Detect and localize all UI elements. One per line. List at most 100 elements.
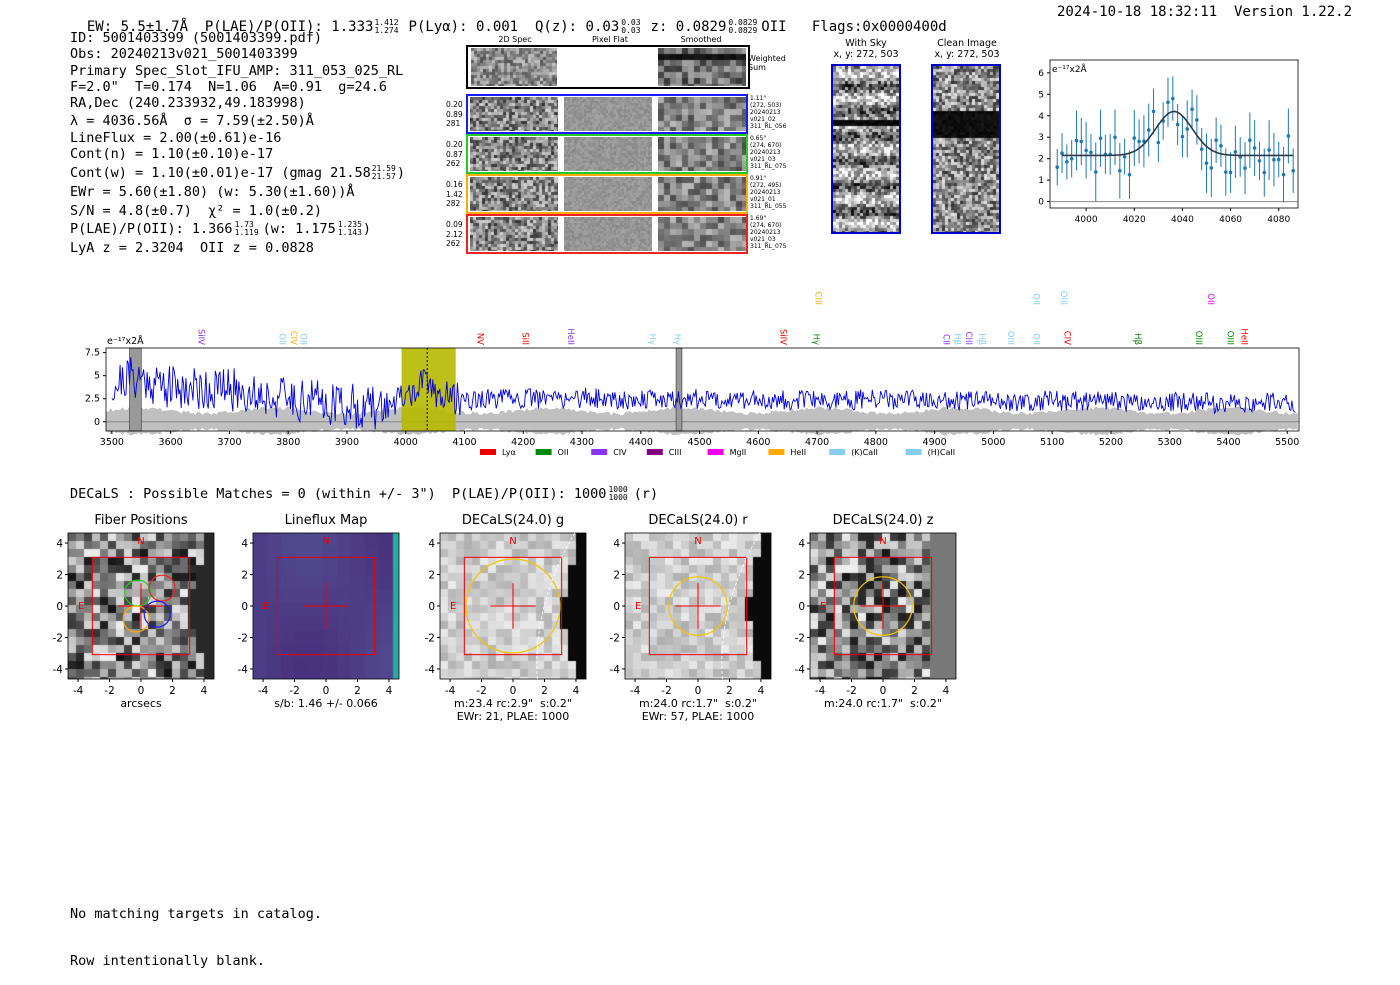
spectrum-line-label: SiIV [195, 329, 205, 345]
panel-ytick-label: 0 [428, 601, 435, 613]
zoom-data-point [1122, 154, 1127, 159]
spectrum-xtick-label: 4100 [452, 437, 476, 448]
cutout-row-meta: 1.11" (272, 503) 20240213 v021_02 311_RL… [750, 95, 787, 130]
legend-swatch [480, 449, 496, 455]
panel-xtick-label: 0 [510, 685, 517, 697]
spectrum-xtick-label: 4000 [394, 437, 418, 448]
panel-north-label: N [509, 536, 516, 547]
footer-line-1: No matching targets in catalog. [70, 906, 322, 922]
zoom-line-fit-plot: 0 1 2 3 4 5 6 4000 4020 4040 4060 4080 e⁻¹⁷x2Å [1038, 59, 1299, 225]
zoom-ytick-label: 4 [1038, 112, 1044, 122]
panel-xtick-label: -2 [289, 685, 299, 697]
with-sky-image [831, 64, 901, 234]
panel-east-label: E [450, 601, 456, 612]
panel-east-label: E [263, 601, 269, 612]
zoom-data-point [1281, 172, 1286, 177]
legend-entry: HeII [790, 448, 806, 457]
panel-ytick-label: 4 [241, 538, 248, 550]
panel-xtick-label: -2 [476, 685, 486, 697]
info-line: Primary Spec_Slot_IFU_AMP: 311_053_025_R… [70, 62, 404, 79]
weighted-sum-2d [471, 48, 557, 86]
cutout-pixel-flat [564, 97, 652, 131]
image-panel-title: Lineflux Map [284, 513, 368, 528]
zoom-data-point [1055, 165, 1060, 169]
header-z: z: 0.0829 [650, 19, 727, 35]
cutout-smoothed [658, 217, 746, 251]
spectrum-xtick-label: 4700 [805, 437, 829, 448]
zoom-ytick-label: 1 [1038, 176, 1044, 186]
header-qz-upper: 0.03 [621, 18, 641, 27]
panel-east-label: E [820, 601, 826, 612]
zoom-xtick-label: 4080 [1267, 215, 1290, 225]
spectrum-line-label: CII [941, 334, 951, 345]
cutout-row-meta: 1.69" (274, 670) 20240213 v021_03 311_RL… [750, 215, 787, 250]
cutout-2d-spec [470, 177, 558, 211]
cutout-row-stats: 0.09 2.12 262 [446, 220, 463, 248]
spectrum-line-label: Hβ [952, 333, 962, 345]
panel-east-label: E [635, 601, 641, 612]
panel-ytick-label: -4 [425, 664, 436, 676]
panel-ytick-label: -4 [53, 664, 64, 676]
panel-ytick-label: 2 [56, 570, 63, 582]
spectrum-xtick-label: 3500 [100, 437, 124, 448]
spectrum-xtick-label: 3800 [276, 437, 300, 448]
zoom-data-point [1069, 156, 1074, 161]
cutout-smoothed [658, 137, 746, 171]
zoom-data-point [1079, 139, 1084, 144]
zoom-data-point [1089, 150, 1093, 155]
legend-swatch [829, 449, 846, 455]
zoom-gaussian-fit [1062, 110, 1294, 157]
zoom-data-point [1248, 138, 1252, 142]
panel-xtick-label: 0 [138, 685, 145, 697]
spectrum-xtick-label: 4400 [629, 437, 653, 448]
spectrum-xtick-label: 4800 [864, 437, 888, 448]
header-qz-lower: 0.03 [621, 26, 641, 35]
info-line: F=2.0" T=0.174 N=1.06 A=0.91 g=24.6 [70, 78, 387, 95]
spectrum-line-label: OII [1030, 293, 1040, 305]
zoom-data-point [1132, 136, 1137, 140]
header-z-lower: 0.0829 [728, 26, 758, 35]
panel-ytick-label: -4 [238, 664, 249, 676]
spectrum-ylabel: e⁻¹⁷x2Å [107, 335, 144, 347]
panel-aperture-circle [668, 576, 728, 636]
image-panel-caption: m:24.0 rc:1.7" s:0.2" [824, 697, 942, 710]
zoom-data-point [1272, 157, 1276, 162]
spectrum-line-label: HeII [1238, 328, 1248, 345]
zoom-data-point [1156, 140, 1161, 145]
zoom-data-point [1146, 128, 1151, 132]
info-line: Obs: 20240213v021_5001403399 [70, 46, 298, 63]
legend-swatch [768, 449, 785, 455]
panel-ytick-label: -2 [238, 632, 248, 644]
spectrum-ytick-label: 0 [94, 417, 100, 428]
header-summary: EW: 5.5±1.7Å P(LAE)/P(OII): 1.3331.412 1.… [70, 3, 947, 36]
zoom-data-point [1252, 146, 1257, 150]
image-panel-overlay: N E 4 2 0 -2 -4 -4 -2 0 2 4 [425, 532, 587, 697]
panel-xtick-label: 2 [726, 685, 733, 697]
panel-aperture-circle [465, 558, 561, 654]
panel-dashed-arc [536, 532, 575, 680]
panel-xtick-label: 2 [911, 685, 918, 697]
cutout-grid: 2D Spec Pixel Flat Smoothed Weighted Sum… [440, 30, 800, 260]
zoom-data-point [1223, 170, 1228, 174]
image-panel-caption: m:24.0 rc:1.7" s:0.2" EWr: 57, PLAE: 100… [639, 697, 757, 723]
panel-xtick-label: 0 [323, 685, 330, 697]
info-plae: P(LAE)/P(OII): 1.366 1.73 1.119 (w: 1.175 1.… [70, 220, 372, 238]
panel-ytick-label: 0 [798, 601, 805, 613]
panel-xtick-label: -4 [258, 685, 269, 697]
legend-swatch [535, 449, 552, 455]
info-contw: Cont(w) = 1.10(±0.01)e-17 (gmag 21.5821.… [70, 164, 405, 182]
info-lya-oii-z: LyA z = 2.3204 OII z = 0.0828 [70, 239, 314, 256]
footer-line-2: Row intentionally blank. [70, 952, 266, 969]
spectrum-xtick-label: 5000 [981, 437, 1005, 448]
panel-aperture-box [648, 556, 748, 656]
header-timestamp-version: 2024-10-18 18:32:11 Version 1.22.2 [1057, 4, 1353, 20]
panel-xtick-label: 0 [695, 685, 702, 697]
zoom-data-point [1093, 170, 1098, 174]
zoom-data-point [1291, 168, 1295, 173]
panel-north-label: N [137, 536, 144, 547]
panel-aperture-box [276, 556, 376, 656]
spectrum-line-label: HeII [565, 328, 575, 345]
info-line: Cont(n) = 1.10(±0.10)e-17 [70, 146, 274, 163]
panel-xtick-label: 4 [758, 685, 765, 697]
spectrum-xtick-label: 5100 [1040, 437, 1064, 448]
